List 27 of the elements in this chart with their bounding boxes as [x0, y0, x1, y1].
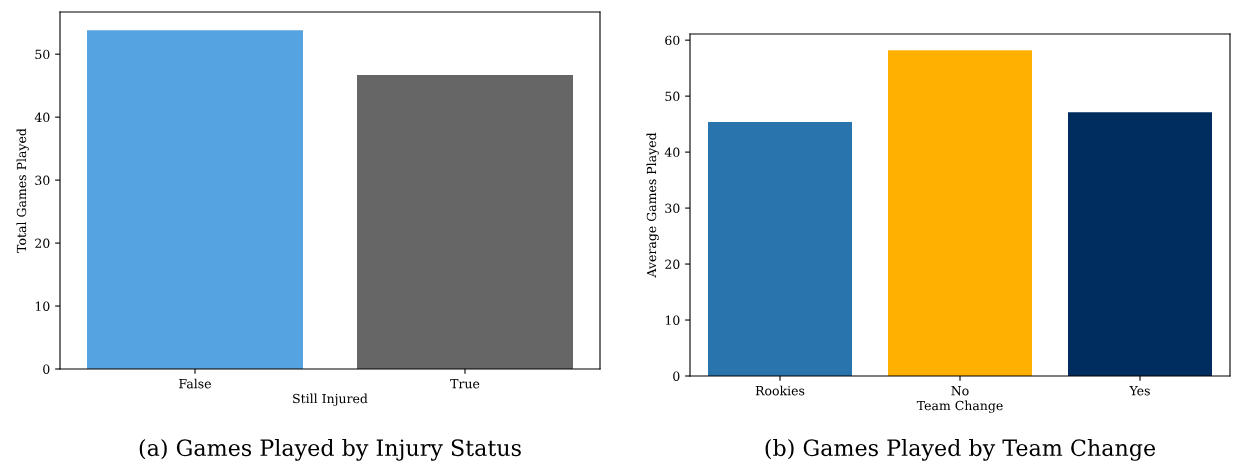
- x-tick-label: False: [179, 378, 211, 389]
- x-tick-label: True: [450, 379, 480, 389]
- y-tick-label: 20: [35, 238, 50, 248]
- x-axis-title: Still Injured: [293, 393, 368, 406]
- bar: [1068, 112, 1212, 376]
- y-tick-label: 0: [43, 364, 50, 374]
- y-tick-label: 30: [35, 175, 50, 186]
- y-tick-label: 10: [35, 301, 50, 311]
- y-tick-label: 30: [665, 203, 680, 214]
- y-tick-label: 0: [673, 371, 680, 381]
- y-tick-label: 50: [665, 91, 680, 102]
- y-tick-label: 10: [665, 315, 680, 325]
- y-axis-title: Total Games Played: [16, 128, 29, 253]
- text: (b) Games Played by Team Change: [765, 438, 1156, 461]
- bar: [888, 50, 1032, 376]
- x-tick-label: Yes: [1129, 386, 1150, 396]
- y-tick-label: 40: [34, 112, 50, 123]
- bar: [708, 121, 852, 376]
- text: (a) Games Played by Injury Status: [139, 438, 521, 461]
- x-axis-title: Team Change: [916, 400, 1003, 413]
- y-tick-label: 50: [35, 49, 50, 60]
- x-tick-label: No: [951, 386, 969, 396]
- x-tick-label: Rookies: [755, 385, 805, 396]
- y-tick-label: 60: [665, 35, 680, 46]
- y-axis-title: Average Games Played: [646, 132, 659, 278]
- y-tick-label: 40: [664, 147, 680, 158]
- y-tick-label: 20: [665, 259, 680, 269]
